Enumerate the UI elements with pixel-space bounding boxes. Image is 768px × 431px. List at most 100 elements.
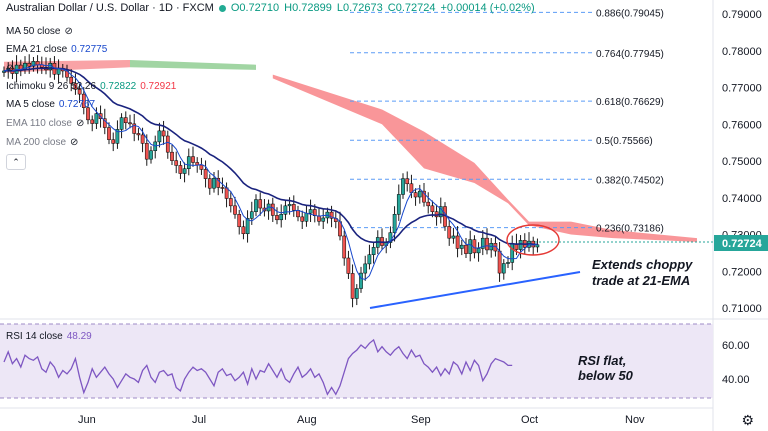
- candle-body: [363, 263, 368, 274]
- ohlc-high: H0.72899: [284, 2, 332, 14]
- legend-ichimoku[interactable]: Ichimoku 9 26 52 26 0.72822 0.72921: [6, 81, 176, 92]
- legend-rsi-value: 48.29: [66, 331, 92, 342]
- candle-body: [472, 239, 477, 254]
- candle-body: [144, 143, 149, 160]
- price-axis[interactable]: 0.710000.720000.730000.740000.750000.760…: [722, 9, 762, 315]
- ma-5-line[interactable]: [3, 64, 538, 281]
- legend-ema21-label: EMA 21 close: [6, 44, 68, 55]
- candle-body: [392, 214, 397, 233]
- legend-rsi[interactable]: RSI 14 close 48.29: [6, 331, 92, 342]
- legend-ema21[interactable]: EMA 21 close 0.72775: [6, 44, 107, 55]
- fib-level-label: 0.382(0.74502): [596, 175, 664, 186]
- candle-body: [245, 218, 250, 235]
- candle-body: [359, 272, 363, 289]
- symbol-header[interactable]: Australian Dollar / U.S. Dollar · 1D · F…: [6, 2, 535, 14]
- candle-body: [451, 235, 456, 239]
- candle-body: [178, 165, 183, 174]
- eye-hidden-icon[interactable]: ⊘: [6, 63, 15, 74]
- candle-body: [287, 204, 292, 207]
- candle-body: [468, 239, 473, 254]
- candle-body: [94, 113, 99, 124]
- candle-body: [241, 226, 246, 235]
- candle-body: [86, 107, 90, 121]
- candle-body: [174, 160, 179, 166]
- candle-body: [413, 192, 418, 198]
- candle-body: [249, 211, 254, 219]
- annotation-line-1: Extends choppy: [592, 257, 693, 272]
- ohlc-low: L0.72673: [336, 2, 383, 14]
- legend-ichimoku-label: Ichimoku 9 26 52 26: [6, 81, 97, 92]
- settings-gear-icon[interactable]: ⚙: [741, 412, 754, 428]
- price-tick: 0.72000: [722, 266, 762, 278]
- candle-body: [81, 93, 86, 108]
- candle-body: [199, 164, 204, 170]
- rsi-tick-40: 40.00: [722, 374, 750, 386]
- eye-hidden-icon[interactable]: ⊘: [64, 26, 73, 37]
- candle-body: [228, 198, 233, 207]
- candle-body: [35, 61, 40, 65]
- rsi-tick-60: 60.00: [722, 340, 750, 352]
- candle-body: [464, 244, 468, 254]
- candle-body: [459, 244, 464, 249]
- xtick-sep: Sep: [411, 414, 431, 426]
- ema-21-line[interactable]: [3, 67, 538, 246]
- last-price-label: 0.72724: [722, 238, 763, 250]
- candle-body: [296, 209, 300, 218]
- ohlc-close: C0.72724: [387, 2, 436, 14]
- legend-ma5-value: 0.72767: [58, 99, 96, 110]
- legend-ema21-value: 0.72775: [71, 44, 108, 55]
- candle-body: [73, 83, 78, 90]
- candle-body: [119, 117, 124, 130]
- annotation-line-2: trade at 21-EMA: [592, 273, 690, 288]
- candle-body: [401, 178, 405, 195]
- candle-body: [186, 156, 191, 169]
- support-trendline[interactable]: [369, 271, 581, 309]
- legend-ma200[interactable]: MA 200 close ⊘: [6, 137, 78, 148]
- symbol-title[interactable]: Australian Dollar / U.S. Dollar · 1D · F…: [6, 2, 214, 14]
- eye-hidden-icon[interactable]: ⊘: [75, 118, 85, 129]
- ohlc-change: +0.00014 (+0.02%): [440, 2, 535, 14]
- fib-level-label: 0.764(0.77945): [596, 49, 664, 60]
- legend-ma50[interactable]: MA 50 close ⊘: [6, 26, 73, 37]
- candle-body: [405, 178, 410, 185]
- xtick-aug: Aug: [297, 414, 317, 426]
- candle-body: [291, 204, 296, 211]
- rsi-line[interactable]: [3, 338, 513, 396]
- candle-body: [329, 211, 334, 219]
- candle-body: [396, 194, 401, 215]
- rsi-annotation-line-1: RSI flat,: [578, 353, 626, 368]
- candle-body: [354, 288, 359, 299]
- candle-body: [518, 240, 523, 250]
- candle-body: [485, 237, 489, 251]
- rsi-annotation-line-2: below 50: [578, 368, 634, 383]
- candle-body: [438, 206, 443, 218]
- candle-body: [161, 130, 166, 137]
- candle-body: [157, 130, 162, 143]
- xtick-jun: Jun: [78, 414, 96, 426]
- price-tick: 0.77000: [722, 83, 762, 95]
- legend-ma5[interactable]: MA 5 close 0.72767: [6, 99, 95, 110]
- market-status-dot: [218, 4, 226, 12]
- candle-body: [233, 205, 237, 215]
- eye-hidden-icon[interactable]: ⊘: [70, 137, 79, 148]
- legend-hidden-indicator[interactable]: ⊘: [6, 63, 14, 74]
- candle-body: [165, 135, 170, 153]
- legend-ichimoku-value-1: 0.72822: [100, 81, 137, 92]
- candle-body: [367, 254, 372, 265]
- candle-body: [69, 76, 74, 84]
- candle-body: [27, 62, 32, 67]
- candle-body: [510, 243, 515, 263]
- candle-body: [170, 151, 174, 161]
- legend-ema110[interactable]: EMA 110 close ⊘: [6, 118, 84, 129]
- candle-body: [132, 123, 137, 134]
- candle-body: [149, 150, 153, 160]
- candle-body: [476, 248, 481, 254]
- xtick-oct: Oct: [521, 414, 538, 426]
- candle-body: [270, 203, 275, 216]
- collapse-legend-button[interactable]: ⌃: [6, 154, 26, 170]
- cloud-bearish: [272, 74, 697, 242]
- ma-5-series: [3, 64, 538, 281]
- legend-ma50-label: MA 50 close: [6, 26, 61, 37]
- highlight-ellipse[interactable]: [506, 224, 560, 256]
